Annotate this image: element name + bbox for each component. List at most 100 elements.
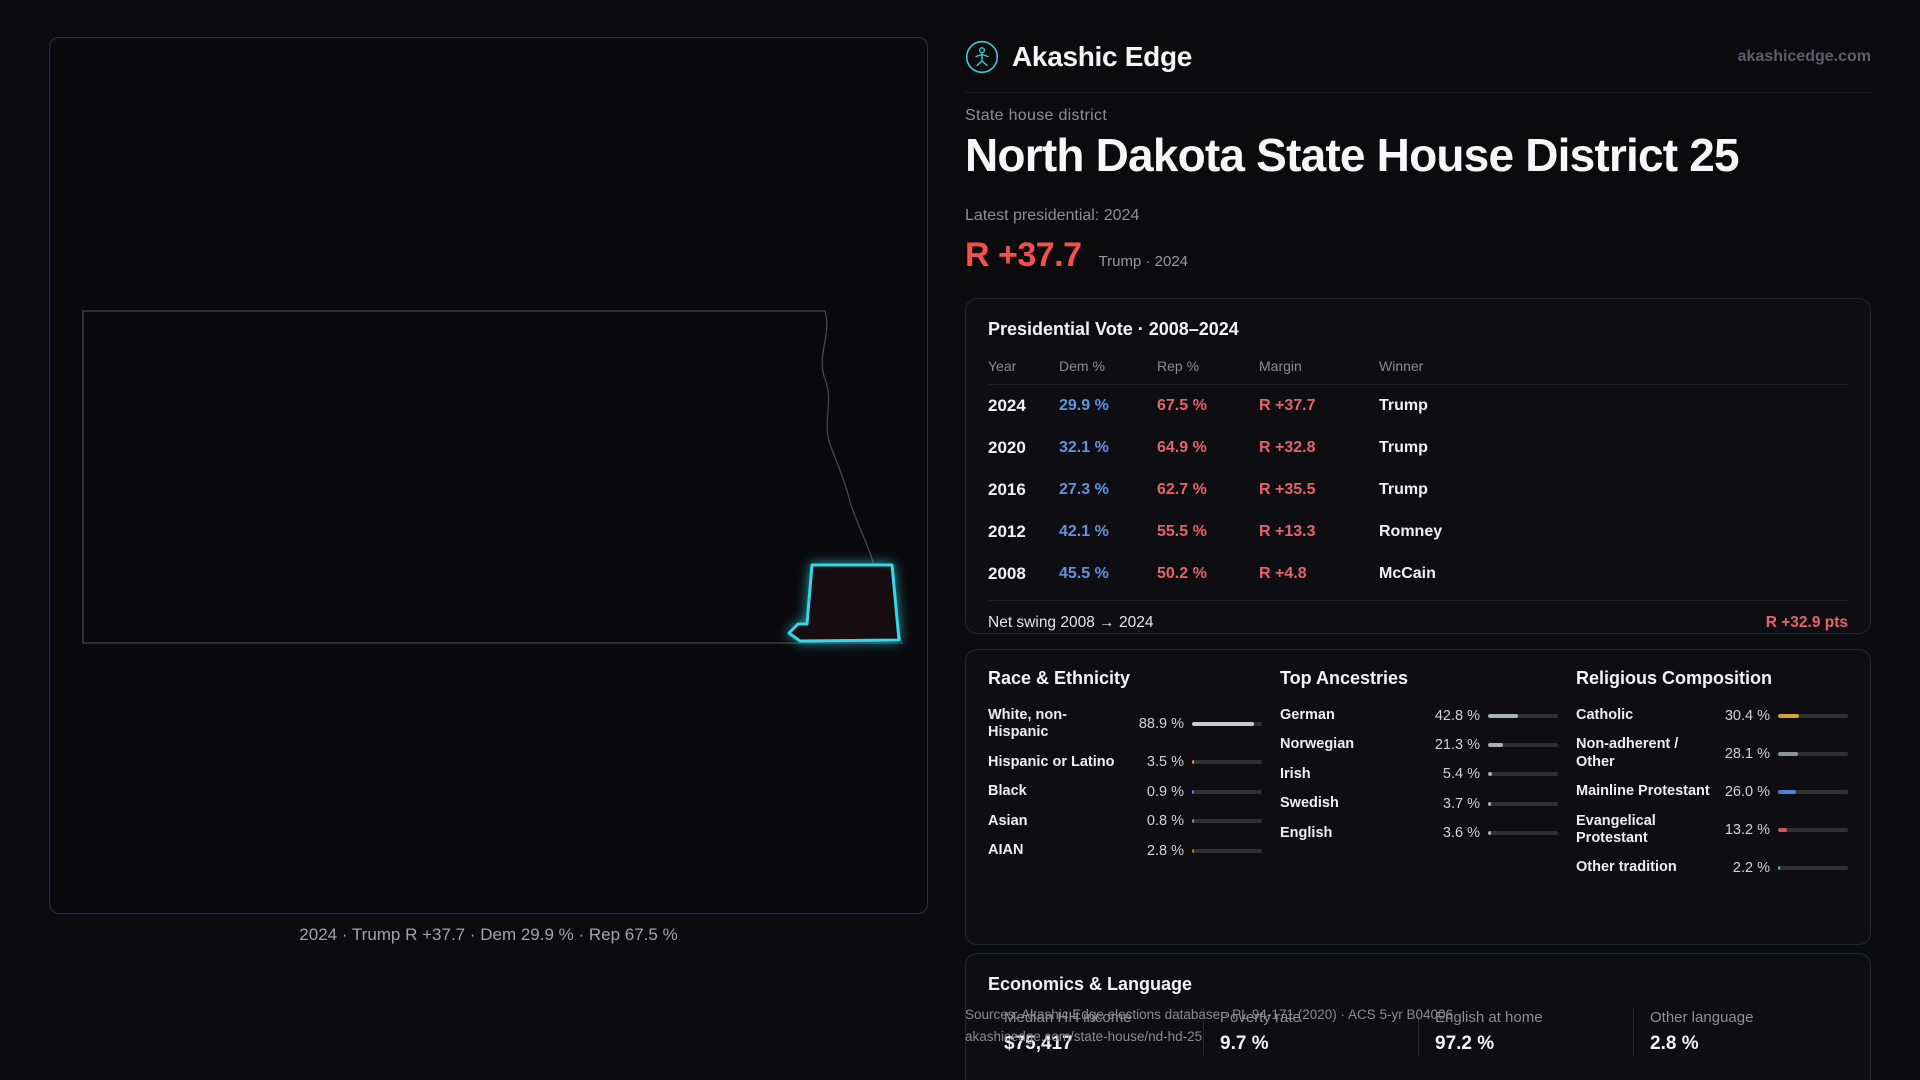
religion-label: Other tradition	[1576, 859, 1677, 876]
race-value: 3.5 %	[1146, 754, 1184, 771]
race-value: 2.8 %	[1146, 842, 1184, 859]
col-dem: Dem %	[1059, 358, 1105, 374]
latest-label: Latest presidential: 2024	[965, 207, 1140, 224]
col-rep: Rep %	[1157, 358, 1200, 374]
race-label: Asian	[988, 812, 1028, 829]
race-bar-fill	[1192, 722, 1255, 727]
net-swing-row: Net swing 2008 → 2024 R +32.9 pts	[988, 600, 1848, 632]
ancestry-label: Irish	[1280, 765, 1311, 782]
headline-margin: R +37.7 Trump · 2024	[965, 236, 1188, 275]
table-row: 2016 27.3 % 62.7 % R +35.5 Trump	[988, 469, 1848, 511]
ancestry-row: Irish 5.4 %	[1280, 766, 1558, 783]
year-cell: 2016	[988, 480, 1026, 499]
ancestry-bar	[1488, 801, 1558, 806]
religion-label: Catholic	[1576, 707, 1634, 723]
state-outline	[82, 310, 903, 644]
religion-bar	[1778, 713, 1848, 718]
col-margin: Margin	[1259, 358, 1302, 374]
ancestry-label: English	[1280, 824, 1333, 841]
ancestry-value: 5.4 %	[1442, 766, 1480, 783]
ancestry-bar-fill	[1488, 831, 1491, 836]
stat-value: 97.2 %	[1435, 1033, 1495, 1054]
col-winner: Winner	[1379, 358, 1424, 374]
site-link[interactable]: akashicedge.com	[1737, 48, 1871, 65]
ancestry-label: Swedish	[1280, 795, 1339, 812]
presidential-table: Year Dem % Rep % Margin Winner 2024 29.9…	[988, 352, 1848, 595]
religion-bar	[1778, 827, 1848, 832]
table-row: 2020 32.1 % 64.9 % R +32.8 Trump	[988, 427, 1848, 469]
religion-label: Evangelical Protestant	[1576, 812, 1656, 846]
ancestry-label: Norwegian	[1280, 736, 1355, 753]
race-section: Race & Ethnicity White, non-Hispanic 88.…	[988, 668, 1262, 926]
dem-cell: 29.9 %	[1059, 397, 1109, 414]
religion-row: Catholic 30.4 %	[1576, 707, 1848, 724]
ancestry-row: German 42.8 %	[1280, 707, 1558, 724]
presidential-vote-card: Presidential Vote · 2008–2024 Year Dem %…	[965, 298, 1871, 634]
religion-value: 2.2 %	[1732, 860, 1770, 877]
kicker: State house district	[965, 107, 1108, 124]
page-title: North Dakota State House District 25	[965, 129, 1740, 181]
race-bar	[1192, 819, 1262, 824]
race-row: Black 0.9 %	[988, 783, 1262, 800]
religion-row: Other tradition 2.2 %	[1576, 859, 1848, 876]
religion-bar	[1778, 789, 1848, 794]
ancestry-bar-fill	[1488, 801, 1491, 806]
margin-cell: R +37.7	[1259, 397, 1316, 414]
brand-logo-icon	[965, 40, 999, 74]
ancestry-row: English 3.6 %	[1280, 825, 1558, 842]
religion-bar-fill	[1778, 713, 1800, 718]
race-value: 0.9 %	[1146, 783, 1184, 800]
religion-value: 28.1 %	[1724, 745, 1770, 762]
stat-value: 2.8 %	[1650, 1033, 1699, 1054]
race-value: 88.9 %	[1138, 716, 1184, 733]
religion-bar-fill	[1778, 789, 1797, 794]
race-bar	[1192, 848, 1262, 853]
stat-label: Poverty rate	[1220, 1009, 1301, 1026]
header-divider	[965, 92, 1871, 93]
religion-bar-fill	[1778, 827, 1788, 832]
religion-title: Religious Composition	[1576, 668, 1772, 688]
stat-label: English at home	[1435, 1009, 1543, 1026]
winner-cell: McCain	[1379, 565, 1436, 582]
race-label: AIAN	[988, 841, 1024, 858]
ancestries-section: Top Ancestries German 42.8 % Norwegian 2…	[1280, 668, 1558, 926]
ancestry-bar-fill	[1488, 713, 1518, 718]
ancestry-label: German	[1280, 707, 1335, 723]
religion-bar-fill	[1778, 751, 1798, 756]
race-label: Black	[988, 783, 1027, 800]
race-bar	[1192, 789, 1262, 794]
religion-value: 30.4 %	[1724, 707, 1770, 724]
rep-cell: 50.2 %	[1157, 565, 1207, 582]
table-row: 2008 45.5 % 50.2 % R +4.8 McCain	[988, 553, 1848, 595]
net-swing-value: R +32.9 pts	[1765, 614, 1848, 631]
race-bar-fill	[1192, 819, 1194, 824]
header: Akashic Edge akashicedge.com	[965, 39, 1871, 75]
dem-cell: 42.1 %	[1059, 523, 1109, 540]
rep-cell: 55.5 %	[1157, 523, 1207, 540]
demographics-card: Race & Ethnicity White, non-Hispanic 88.…	[965, 649, 1871, 945]
ancestry-bar	[1488, 831, 1558, 836]
ancestry-bar	[1488, 713, 1558, 718]
stat-poverty-rate: Poverty rate 9.7 %	[1203, 1007, 1418, 1057]
rep-cell: 64.9 %	[1157, 439, 1207, 456]
margin-cell: R +4.8	[1259, 565, 1307, 582]
district-map	[82, 310, 903, 644]
ancestry-row: Norwegian 21.3 %	[1280, 736, 1558, 753]
district-shape[interactable]	[787, 563, 901, 643]
margin-cell: R +35.5	[1259, 481, 1316, 498]
religion-bar	[1778, 751, 1848, 756]
col-year: Year	[988, 358, 1017, 374]
religion-value: 26.0 %	[1724, 783, 1770, 800]
religion-row: Mainline Protestant 26.0 %	[1576, 783, 1848, 800]
stat-median-income: Median HH income $75,417	[988, 1007, 1203, 1057]
map-panel	[49, 37, 928, 914]
religion-bar-fill	[1778, 866, 1780, 871]
table-row: 2024 29.9 % 67.5 % R +37.7 Trump	[988, 385, 1848, 427]
stat-english-at-home: English at home 97.2 %	[1418, 1007, 1633, 1057]
race-label: Hispanic or Latino	[988, 753, 1115, 770]
brand-name: Akashic Edge	[1012, 41, 1193, 72]
year-cell: 2012	[988, 522, 1026, 541]
ancestry-value: 42.8 %	[1434, 707, 1480, 724]
dem-cell: 27.3 %	[1059, 481, 1109, 498]
ancestries-title: Top Ancestries	[1280, 668, 1409, 688]
